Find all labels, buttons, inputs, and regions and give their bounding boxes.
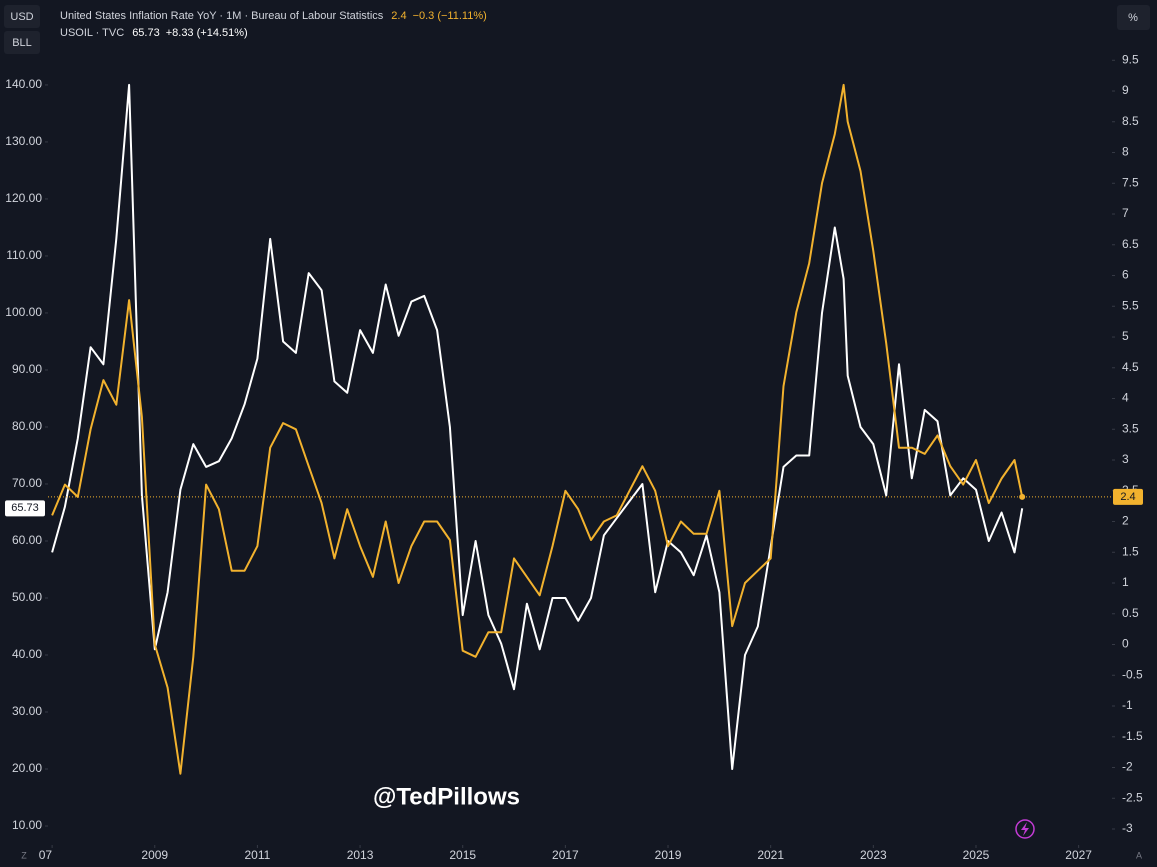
corner-button[interactable]: A <box>1136 850 1142 860</box>
y-tick-label: 90.00 <box>12 362 42 376</box>
legend-name: USOIL · TVC <box>60 27 124 39</box>
y2-tick-label: 4.5 <box>1122 360 1139 374</box>
price-badge-label: 65.73 <box>11 502 39 514</box>
x-tick-label: 2025 <box>963 848 990 862</box>
legend-name: United States Inflation Rate YoY · 1M · … <box>60 10 384 22</box>
lightning-icon <box>1021 822 1029 836</box>
y2-tick-label: 7.5 <box>1122 175 1139 189</box>
corner-button[interactable]: Z <box>21 850 27 860</box>
y-tick-label: 70.00 <box>12 476 42 490</box>
y-tick-label: 110.00 <box>6 248 42 262</box>
y2-tick-label: 3.5 <box>1122 421 1139 435</box>
x-tick-label: 2009 <box>141 848 168 862</box>
y2-tick-label: -1 <box>1122 698 1133 712</box>
y2-tick-label: 3 <box>1122 452 1129 466</box>
unit-box[interactable] <box>1117 5 1150 30</box>
legend-change: +8.33 (+14.51%) <box>166 27 248 39</box>
price-badge <box>1113 488 1143 505</box>
y2-tick-label: 0.5 <box>1122 606 1139 620</box>
legend-value: 2.4 <box>391 10 406 22</box>
y2-tick-label: 2 <box>1122 514 1129 528</box>
y2-tick-label: 4 <box>1122 391 1129 405</box>
y2-tick-label: 9.5 <box>1122 52 1139 66</box>
y-tick-label: 130.00 <box>5 134 42 148</box>
x-tick-label: 2027 <box>1065 848 1092 862</box>
y2-tick-label: 5.5 <box>1122 298 1139 312</box>
y2-tick-label: 7 <box>1122 206 1129 220</box>
y-tick-label: 30.00 <box>12 704 42 718</box>
y2-tick-label: -3 <box>1122 821 1133 835</box>
y-tick-label: 10.00 <box>12 818 42 832</box>
y2-tick-label: 1.5 <box>1122 544 1139 558</box>
unit-box[interactable] <box>4 31 40 54</box>
y2-tick-label: 8 <box>1122 145 1129 159</box>
y2-tick-label: 6 <box>1122 268 1129 282</box>
y-tick-label: 140.00 <box>5 77 42 91</box>
series-line <box>51 83 1024 775</box>
y-tick-label: 60.00 <box>12 533 42 547</box>
legend-value: 65.73 <box>132 27 160 39</box>
legend-change: −0.3 (−11.11%) <box>413 10 487 22</box>
price-badge <box>5 500 45 517</box>
y2-tick-label: 6.5 <box>1122 237 1139 251</box>
y2-tick-label: 8.5 <box>1122 114 1139 128</box>
y-sub: BLL <box>12 37 32 49</box>
x-tick-label: 2013 <box>347 848 374 862</box>
x-tick-label: 2019 <box>655 848 682 862</box>
x-tick-label: 2011 <box>245 848 271 862</box>
y2-tick-label: 0 <box>1122 637 1129 651</box>
lightning-icon[interactable] <box>1015 819 1035 839</box>
price-badge-label: 2.4 <box>1120 491 1135 503</box>
y2-tick-label: -1.5 <box>1122 729 1143 743</box>
y2-tick-label: 9 <box>1122 83 1129 97</box>
y2-tick-label: -0.5 <box>1122 667 1143 681</box>
y2-tick-label: 1 <box>1122 575 1129 589</box>
series-line <box>51 83 1024 770</box>
x-tick-label: 2015 <box>449 848 476 862</box>
y2-tick-label: -2.5 <box>1122 790 1143 804</box>
last-point <box>1019 493 1026 500</box>
y-tick-label: 40.00 <box>12 647 42 661</box>
y-tick-label: 20.00 <box>12 761 42 775</box>
y-tick-label: 100.00 <box>5 305 42 319</box>
x-tick-label: 2017 <box>552 848 579 862</box>
unit-box[interactable] <box>4 5 40 28</box>
y2-tick-label: 5 <box>1122 329 1129 343</box>
y-tick-label: 120.00 <box>5 191 42 205</box>
x-tick-label: 07 <box>39 848 53 862</box>
y2-tick-label: -2 <box>1122 760 1133 774</box>
y-tick-label: 80.00 <box>12 419 42 433</box>
x-tick-label: 2023 <box>860 848 887 862</box>
y-tick-label: 50.00 <box>12 590 42 604</box>
y2-unit: % <box>1128 12 1138 24</box>
watermark: @TedPillows <box>373 783 520 810</box>
y-unit: USD <box>10 11 33 23</box>
x-tick-label: 2021 <box>757 848 784 862</box>
